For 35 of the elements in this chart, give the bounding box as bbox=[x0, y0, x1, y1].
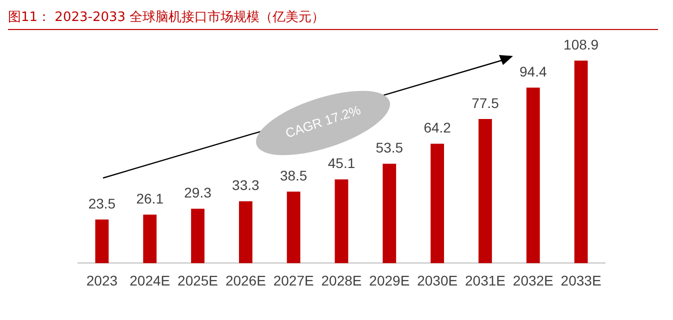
bar bbox=[430, 144, 444, 264]
data-label: 26.1 bbox=[136, 190, 164, 207]
data-label: 77.5 bbox=[472, 94, 500, 111]
data-label: 29.3 bbox=[184, 184, 212, 201]
data-label: 45.1 bbox=[328, 155, 356, 172]
x-tick-label: 2029E bbox=[369, 272, 410, 288]
x-tick-label: 2030E bbox=[417, 272, 458, 288]
bar bbox=[191, 208, 204, 264]
data-label: 94.4 bbox=[520, 63, 547, 80]
x-tick-label: 2028E bbox=[321, 272, 362, 288]
x-tick-label: 2032E bbox=[512, 272, 554, 288]
data-label: 64.2 bbox=[424, 120, 452, 136]
data-label: 108.9 bbox=[564, 36, 599, 53]
bar bbox=[382, 164, 396, 264]
data-label: 23.5 bbox=[88, 195, 116, 212]
x-tick-label: 2024E bbox=[130, 272, 170, 288]
bar bbox=[95, 219, 109, 264]
bar bbox=[238, 201, 252, 264]
data-label: 33.3 bbox=[232, 177, 260, 194]
chart-title: 图11： 2023-2033 全球脑机接口市场规模（亿美元） bbox=[8, 8, 658, 30]
bar bbox=[286, 192, 300, 264]
x-tick-label: 2027E bbox=[273, 272, 314, 288]
x-tick-label: 2026E bbox=[225, 272, 266, 288]
x-tick-label: 2031E bbox=[464, 272, 506, 288]
bar bbox=[143, 214, 157, 264]
x-tick-label: 2033E bbox=[560, 272, 602, 288]
data-label: 53.5 bbox=[376, 140, 404, 156]
x-tick-label: 2023 bbox=[86, 272, 118, 288]
bar bbox=[478, 119, 492, 264]
bar bbox=[526, 88, 540, 264]
bar bbox=[574, 60, 588, 264]
data-label: 38.5 bbox=[280, 167, 308, 184]
annotation: CAGR 17.2% bbox=[284, 102, 362, 141]
bar bbox=[334, 179, 348, 264]
x-tick-label: 2025E bbox=[178, 272, 218, 288]
